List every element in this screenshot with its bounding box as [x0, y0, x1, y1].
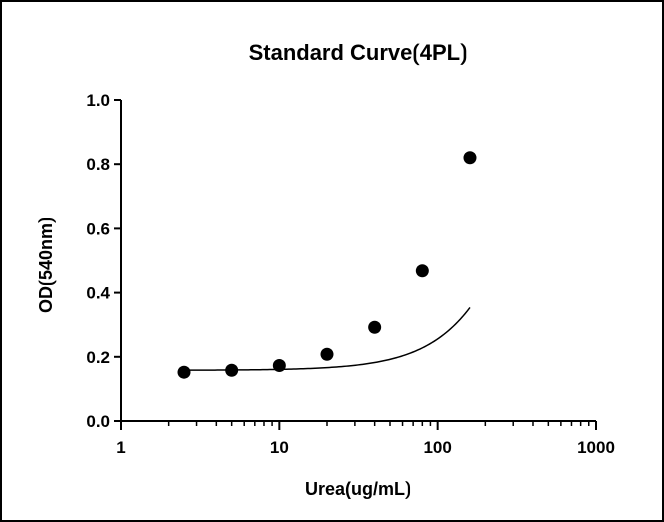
data-point-0-1 — [225, 363, 239, 377]
data-points — [177, 151, 477, 379]
x-ticks: 1 10 100 1000 — [116, 421, 615, 457]
fit-curve — [184, 307, 471, 371]
chart-title: Standard Curve⟮4PL⟯ — [249, 40, 468, 66]
data-point-0-3 — [320, 347, 334, 361]
data-point-0-5 — [415, 264, 429, 278]
data-point-0-6 — [463, 151, 477, 165]
x-tick-label-0: 1 — [116, 438, 125, 457]
y-tick-label-2: 0.4 — [86, 284, 110, 303]
y-tick-label-5: 1.0 — [86, 91, 110, 110]
data-point-0-2 — [272, 358, 286, 372]
x-axis-label: Urea(ug/mL⟯ — [305, 479, 411, 500]
y-axis-label: OD⟮540nm⟯ — [36, 217, 57, 313]
axes — [120, 100, 596, 422]
x-tick-label-1: 10 — [270, 438, 289, 457]
y-tick-label-4: 0.8 — [86, 155, 110, 174]
y-tick-label-0: 0.0 — [86, 412, 110, 431]
y-tick-label-1: 0.2 — [86, 348, 110, 367]
y-tick-label-3: 0.6 — [86, 219, 110, 238]
data-point-0-0 — [177, 365, 191, 379]
x-tick-label-3: 1000 — [577, 438, 615, 457]
data-point-0-4 — [368, 320, 382, 334]
y-ticks: 0.0 0.2 0.4 0.6 0.8 1.0 — [86, 91, 121, 431]
x-tick-label-2: 100 — [423, 438, 451, 457]
